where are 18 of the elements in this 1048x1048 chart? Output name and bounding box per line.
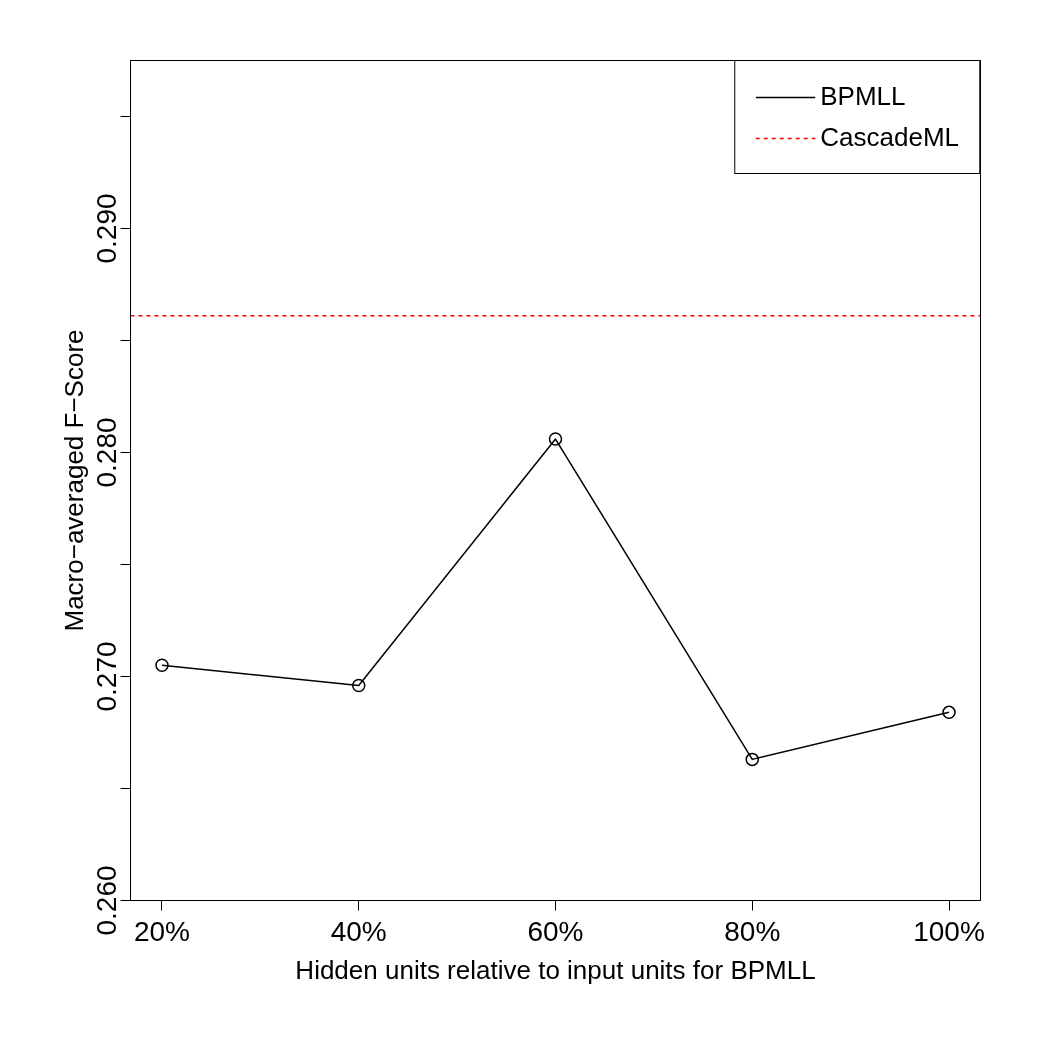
x-tick-label: 80% [724, 915, 781, 947]
x-axis-title: Hidden units relative to input units for BPMLL [295, 954, 816, 985]
legend-label: BPMLL [820, 81, 906, 112]
y-axis-title: Macro−averaged F−Score [58, 329, 89, 632]
y-tick-label: 0.280 [90, 417, 122, 488]
point [548, 432, 563, 446]
y-tick-label: 0.270 [90, 641, 122, 712]
legend-label: CascadeML [820, 122, 959, 153]
x-tick-label: 60% [527, 915, 584, 947]
x-tick-label: 40% [330, 915, 387, 947]
point [155, 658, 169, 673]
point [942, 705, 956, 720]
x-tick-label: 20% [133, 915, 191, 947]
point [351, 678, 366, 693]
y-tick-label: 0.290 [90, 193, 122, 264]
x-tick-label: 100% [913, 915, 985, 947]
y-tick-label: 0.260 [90, 865, 122, 936]
point [745, 752, 760, 767]
